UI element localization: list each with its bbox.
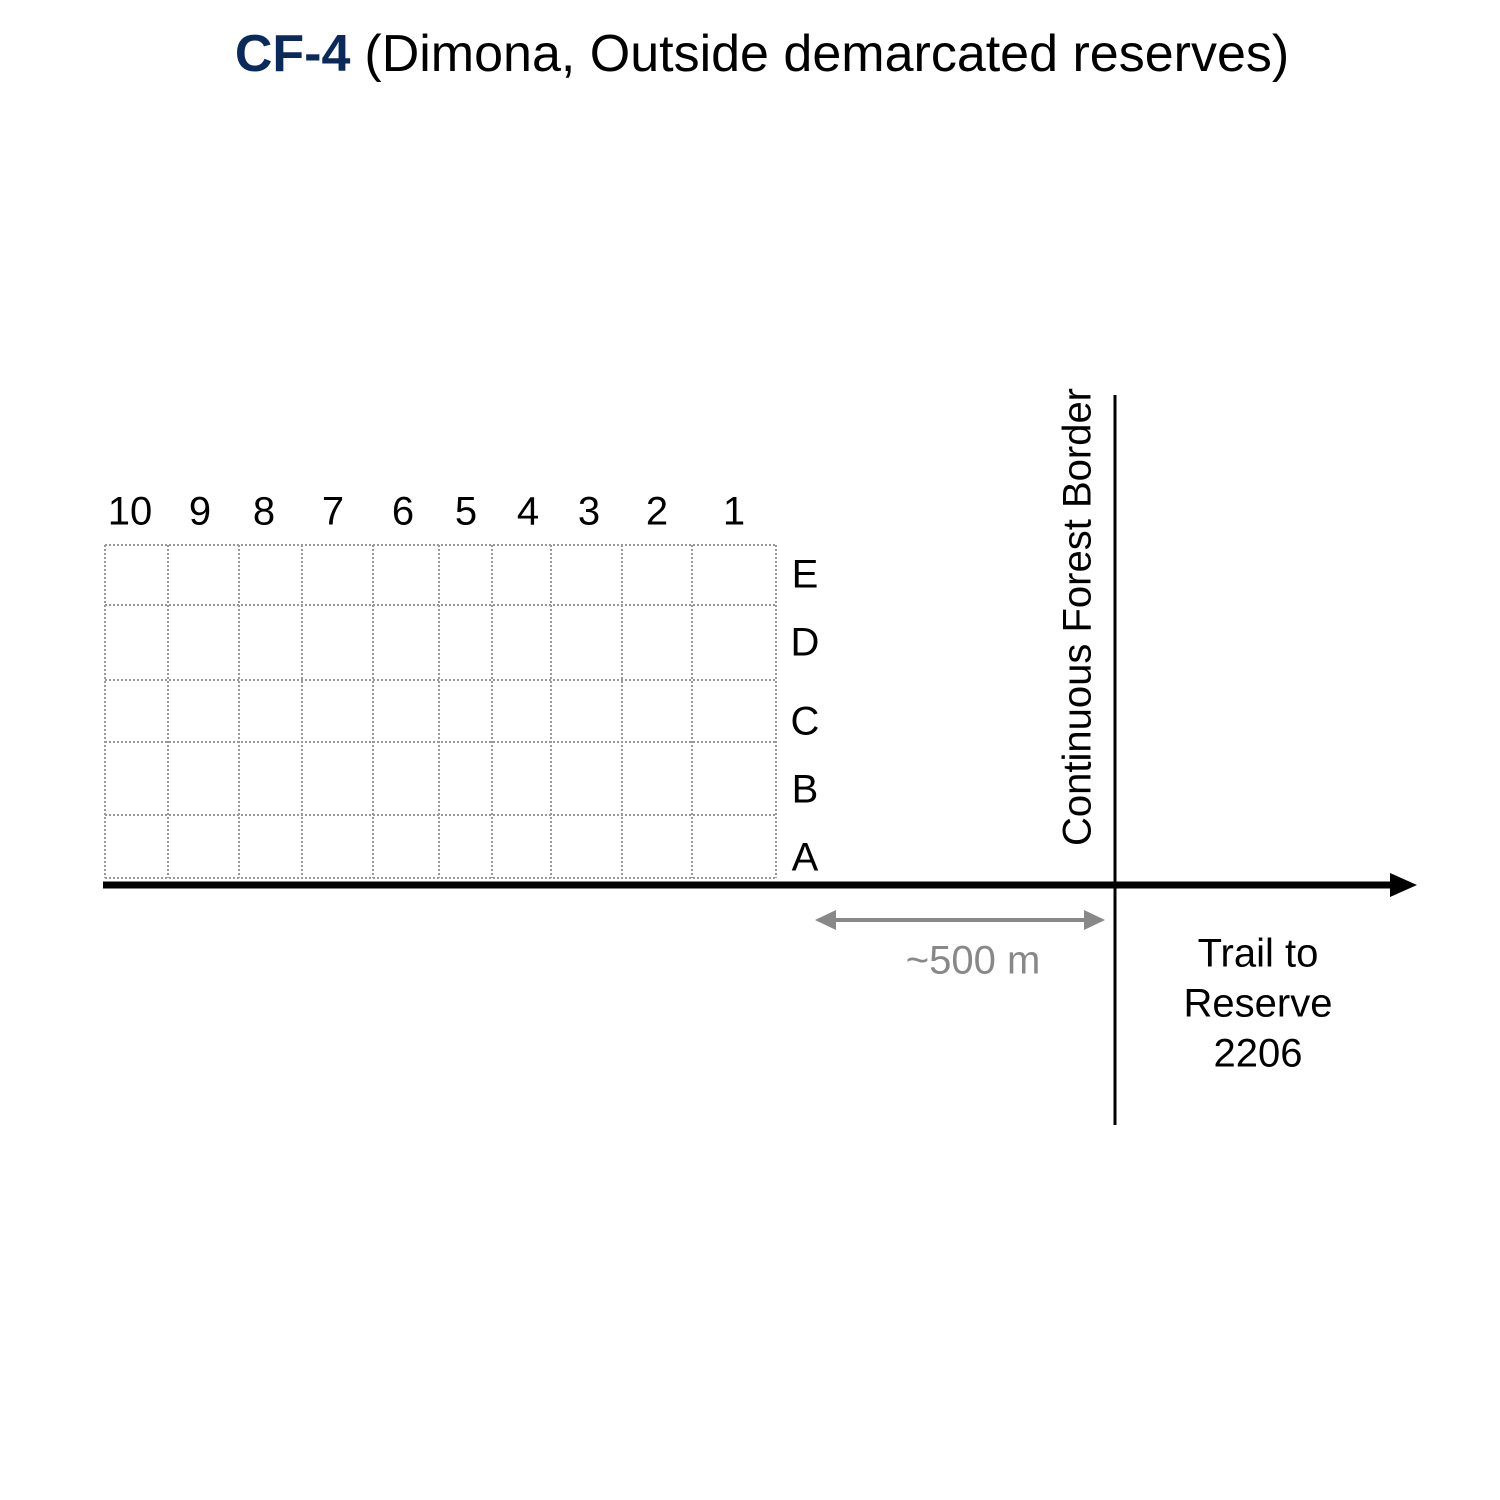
column-label: 4 — [517, 490, 539, 534]
column-label: 1 — [723, 490, 745, 534]
column-label: 6 — [392, 490, 414, 534]
trail-label-line: 2206 — [1214, 1032, 1303, 1076]
title: CF-4 (Dimona, Outside demarcated reserves… — [235, 25, 1289, 83]
axis-arrowhead — [1390, 873, 1417, 897]
column-label: 9 — [189, 490, 211, 534]
distance-label: ~500 m — [906, 939, 1041, 983]
column-label: 5 — [455, 490, 477, 534]
row-label: C — [791, 700, 820, 744]
distance-arrow — [815, 910, 1105, 930]
row-label: A — [792, 836, 819, 880]
column-label: 2 — [646, 490, 668, 534]
column-label: 7 — [322, 490, 344, 534]
trail-label: Trail to Reserve 2206 — [1184, 932, 1333, 1076]
column-label: 10 — [108, 490, 153, 534]
column-label: 3 — [578, 490, 600, 534]
trail-label-line: Reserve — [1184, 982, 1333, 1026]
row-label: D — [791, 621, 820, 665]
title-description: (Dimona, Outside demarcated reserves) — [364, 25, 1289, 83]
border-label: Continuous Forest Border — [1056, 388, 1100, 846]
trail-label-line: Trail to — [1198, 932, 1319, 976]
row-label: B — [792, 768, 819, 812]
title-code: CF-4 — [235, 25, 351, 83]
row-label: E — [792, 553, 819, 597]
column-label: 8 — [253, 490, 275, 534]
